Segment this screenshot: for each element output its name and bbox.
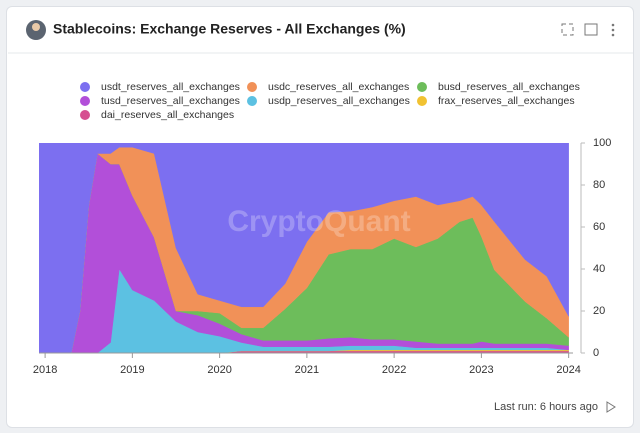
legend-label: tusd_reserves_all_exchanges xyxy=(101,95,240,107)
legend-swatch xyxy=(247,82,257,92)
legend-swatch xyxy=(80,82,90,92)
avatar-face xyxy=(32,23,40,31)
legend-swatch xyxy=(247,96,257,106)
y2-tick-label: 40 xyxy=(593,263,605,275)
legend-label: frax_reserves_all_exchanges xyxy=(438,95,575,107)
legend-swatch xyxy=(80,110,90,120)
legend-label: dai_reserves_all_exchanges xyxy=(101,109,234,121)
x-tick-label: 2024 xyxy=(556,364,580,376)
area xyxy=(39,143,569,353)
y2-tick-label: 60 xyxy=(593,221,605,233)
area xyxy=(39,350,569,353)
legend-label: usdt_reserves_all_exchanges xyxy=(101,81,240,93)
y2-tick-label: 100 xyxy=(593,137,611,149)
menu-icon[interactable] xyxy=(611,23,615,37)
table-icon[interactable] xyxy=(584,23,598,36)
y2-tick-label: 0 xyxy=(593,347,599,359)
card: Stablecoins: Exchange Reserves - All Exc… xyxy=(6,6,634,428)
fullscreen-icon[interactable] xyxy=(561,23,574,36)
run-icon[interactable] xyxy=(606,401,616,413)
plot xyxy=(39,143,569,353)
legend-label: busd_reserves_all_exchanges xyxy=(438,81,580,93)
chart: Stablecoins: Exchange Reserves - All Exc… xyxy=(8,20,633,413)
legend-label: usdc_reserves_all_exchanges xyxy=(268,81,409,93)
area xyxy=(39,349,569,353)
legend-swatch xyxy=(80,96,90,106)
x-tick-label: 2020 xyxy=(207,364,231,376)
chart-title: Stablecoins: Exchange Reserves - All Exc… xyxy=(53,21,406,37)
legend-swatch xyxy=(417,96,427,106)
x-tick-label: 2018 xyxy=(33,364,57,376)
last-run: Last run: 6 hours ago xyxy=(494,401,598,413)
watermark: CryptoQuant xyxy=(227,205,410,238)
x-tick-label: 2021 xyxy=(295,364,319,376)
x-tick-label: 2019 xyxy=(120,364,144,376)
x-tick-label: 2023 xyxy=(469,364,493,376)
legend-label: usdp_reserves_all_exchanges xyxy=(268,95,410,107)
y2-tick-label: 80 xyxy=(593,179,605,191)
x-tick-label: 2022 xyxy=(382,364,406,376)
y2-tick-label: 20 xyxy=(593,305,605,317)
legend-swatch xyxy=(417,82,427,92)
